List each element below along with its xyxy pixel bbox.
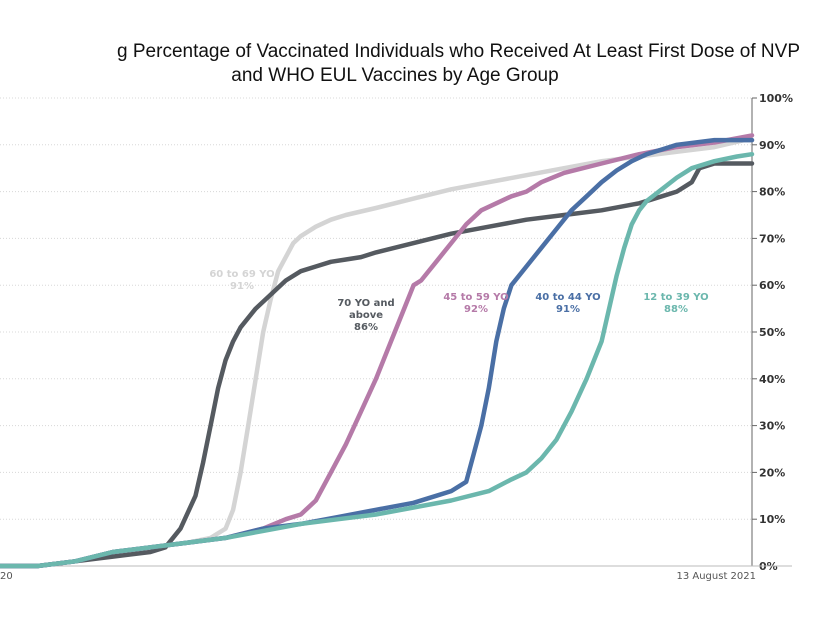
y-tick-label: 50% (759, 326, 785, 339)
series-label-g12: 12 to 39 YO 88% (643, 292, 708, 315)
series-label-line: 88% (664, 304, 688, 315)
series-label-line: 91% (556, 304, 580, 315)
series-line-g70 (0, 161, 755, 569)
series-label-g45: 45 to 59 YO 92% (443, 292, 508, 315)
series-label-line: 70 YO and (337, 298, 394, 309)
y-tick-label: 30% (759, 420, 785, 433)
series-label-line: 40 to 44 YO (535, 292, 600, 303)
series-line-g45 (0, 133, 755, 569)
series-label-g40: 40 to 44 YO 91% (535, 292, 600, 315)
y-tick-label: 90% (759, 139, 785, 152)
y-tick-label: 70% (759, 232, 785, 245)
chart-title-line1: g Percentage of Vaccinated Individuals w… (0, 40, 800, 64)
y-tick-label: 10% (759, 513, 785, 526)
series-label-line: 92% (464, 304, 488, 315)
series-label-line: 60 to 69 YO (209, 269, 274, 280)
y-tick-label: 100% (759, 92, 793, 105)
series-line-g12 (0, 151, 755, 569)
axes: 0%10%20%30%40%50%60%70%80%90%100%20 13 Au… (0, 92, 793, 582)
x-tick-label-start: 20 (0, 571, 13, 582)
chart-title-line2: and WHO EUL Vaccines by Age Group (231, 65, 559, 86)
figure-number-fragment: g (117, 41, 128, 62)
series-label-line: 91% (230, 281, 254, 292)
y-tick-label: 40% (759, 373, 785, 386)
y-tick-label: 20% (759, 466, 785, 479)
x-tick-label-end: 13 August 2021 (676, 571, 756, 582)
chart-title-text-1: Percentage of Vaccinated Individuals who… (127, 41, 800, 62)
series-label-g70: 70 YO and above 86% (337, 298, 394, 333)
series-label-line: 86% (354, 322, 378, 333)
series-lines (0, 133, 755, 569)
y-tick-label: 80% (759, 186, 785, 199)
series-label-line: 45 to 59 YO (443, 292, 508, 303)
series-label-g60: 60 to 69 YO 91% (209, 269, 274, 292)
series-labels: 60 to 69 YO 91%70 YO and above 86%45 to 59 … (209, 269, 708, 333)
series-label-line: above (349, 310, 383, 321)
series-label-line: 12 to 39 YO (643, 292, 708, 303)
y-tick-label: 60% (759, 279, 785, 292)
